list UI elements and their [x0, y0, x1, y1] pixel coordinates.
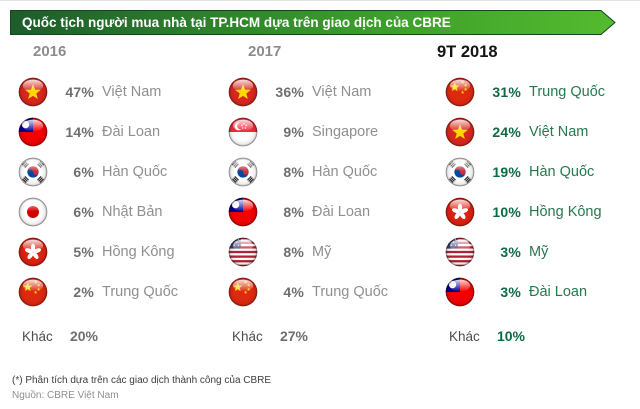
other-row-2017: Khác 27%	[228, 326, 428, 346]
usa-flag-icon	[445, 237, 475, 267]
country-name: Đài Loan	[529, 284, 588, 300]
percent-value: 2%	[73, 284, 94, 300]
country-name: Hàn Quốc	[529, 164, 595, 180]
percent-value: 3%	[500, 244, 521, 260]
buyer-rows-9t2018: 31% Trung Quốc 24% Việt Nam 19% Hàn Quốc 10% Hồ…	[445, 72, 640, 312]
year-header-2017: 2017	[248, 43, 282, 60]
country-name: Việt Nam	[312, 84, 372, 100]
buyer-row: 8% Hàn Quốc	[228, 152, 428, 192]
country-name: Đài Loan	[312, 204, 371, 220]
page-title: Quốc tịch người mua nhà tại TP.HCM dựa t…	[22, 15, 451, 30]
buyer-row: 3% Đài Loan	[445, 272, 640, 312]
country-name: Trung Quốc	[529, 84, 606, 100]
taiwan-flag-icon	[228, 197, 258, 227]
country-name: Hồng Kông	[529, 204, 602, 220]
buyer-row: 3% Mỹ	[445, 232, 640, 272]
vietnam-flag-icon	[445, 117, 475, 147]
title-banner: Quốc tịch người mua nhà tại TP.HCM dựa t…	[10, 10, 616, 35]
column-2016: 47% Việt Nam 14% Đài Loan 6% Hàn Quốc 6% Nhật B…	[18, 72, 218, 346]
taiwan-flag-icon	[18, 117, 48, 147]
buyer-rows-2017: 36% Việt Nam 9% Singapore 8% Hàn Quốc 8% Đài Lo…	[228, 72, 428, 312]
percent-value: 10%	[492, 204, 521, 220]
buyer-row: 9% Singapore	[228, 112, 428, 152]
country-name: Trung Quốc	[312, 284, 389, 300]
hong-kong-flag-icon	[445, 197, 475, 227]
percent-value: 3%	[500, 284, 521, 300]
hong-kong-flag-icon	[18, 237, 48, 267]
buyer-row: 47% Việt Nam	[18, 72, 218, 112]
percent-value: 36%	[275, 84, 304, 100]
buyer-row: 19% Hàn Quốc	[445, 152, 640, 192]
singapore-flag-icon	[228, 117, 258, 147]
other-percent: 10%	[496, 328, 525, 344]
percent-value: 31%	[492, 84, 521, 100]
south-korea-flag-icon	[445, 157, 475, 187]
country-name: Singapore	[312, 124, 379, 140]
footnote-text: (*) Phân tích dựa trên các giao dịch thà…	[12, 375, 272, 386]
japan-flag-icon	[18, 197, 48, 227]
usa-flag-icon	[228, 237, 258, 267]
column-2017: 36% Việt Nam 9% Singapore 8% Hàn Quốc 8% Đài Lo…	[228, 72, 428, 346]
country-name: Việt Nam	[102, 84, 162, 100]
percent-value: 6%	[73, 204, 94, 220]
percent-value: 4%	[283, 284, 304, 300]
country-name: Hàn Quốc	[102, 164, 168, 180]
buyer-row: 14% Đài Loan	[18, 112, 218, 152]
other-label: Khác	[449, 328, 480, 344]
buyer-rows-2016: 47% Việt Nam 14% Đài Loan 6% Hàn Quốc 6% Nhật B…	[18, 72, 218, 312]
other-label: Khác	[22, 328, 53, 344]
country-name: Nhật Bản	[102, 204, 163, 220]
country-name: Hàn Quốc	[312, 164, 378, 180]
source-text: Nguồn: CBRE Việt Nam	[12, 390, 119, 401]
percent-value: 14%	[65, 124, 94, 140]
percent-value: 24%	[492, 124, 521, 140]
buyer-row: 8% Đài Loan	[228, 192, 428, 232]
country-name: Mỹ	[312, 244, 332, 260]
percent-value: 6%	[73, 164, 94, 180]
south-korea-flag-icon	[18, 157, 48, 187]
percent-value: 19%	[492, 164, 521, 180]
other-row-9t2018: Khác 10%	[445, 326, 640, 346]
buyer-row: 31% Trung Quốc	[445, 72, 640, 112]
country-name: Mỹ	[529, 244, 549, 260]
country-name: Trung Quốc	[102, 284, 179, 300]
percent-value: 5%	[73, 244, 94, 260]
other-row-2016: Khác 20%	[18, 326, 218, 346]
percent-value: 9%	[283, 124, 304, 140]
china-flag-icon	[445, 77, 475, 107]
vietnam-flag-icon	[18, 77, 48, 107]
buyer-row: 2% Trung Quốc	[18, 272, 218, 312]
buyer-row: 10% Hồng Kông	[445, 192, 640, 232]
china-flag-icon	[228, 277, 258, 307]
south-korea-flag-icon	[228, 157, 258, 187]
buyer-row: 5% Hồng Kông	[18, 232, 218, 272]
buyer-row: 8% Mỹ	[228, 232, 428, 272]
buyer-row: 36% Việt Nam	[228, 72, 428, 112]
other-percent: 20%	[69, 328, 98, 344]
taiwan-flag-icon	[445, 277, 475, 307]
buyer-row: 6% Nhật Bản	[18, 192, 218, 232]
china-flag-icon	[18, 277, 48, 307]
percent-value: 8%	[283, 204, 304, 220]
year-header-2016: 2016	[33, 43, 67, 60]
country-name: Việt Nam	[529, 124, 589, 140]
buyer-row: 24% Việt Nam	[445, 112, 640, 152]
percent-value: 8%	[283, 164, 304, 180]
percent-value: 8%	[283, 244, 304, 260]
buyer-row: 4% Trung Quốc	[228, 272, 428, 312]
banner-arrow-shape	[10, 10, 616, 35]
other-percent: 27%	[279, 328, 308, 344]
column-9t2018: 31% Trung Quốc 24% Việt Nam 19% Hàn Quốc 10% Hồ…	[445, 72, 640, 346]
country-name: Hồng Kông	[102, 244, 175, 260]
other-label: Khác	[232, 328, 263, 344]
buyer-row: 6% Hàn Quốc	[18, 152, 218, 192]
vietnam-flag-icon	[228, 77, 258, 107]
percent-value: 47%	[65, 84, 94, 100]
year-header-9t2018: 9T 2018	[437, 43, 498, 61]
country-name: Đài Loan	[102, 124, 161, 140]
